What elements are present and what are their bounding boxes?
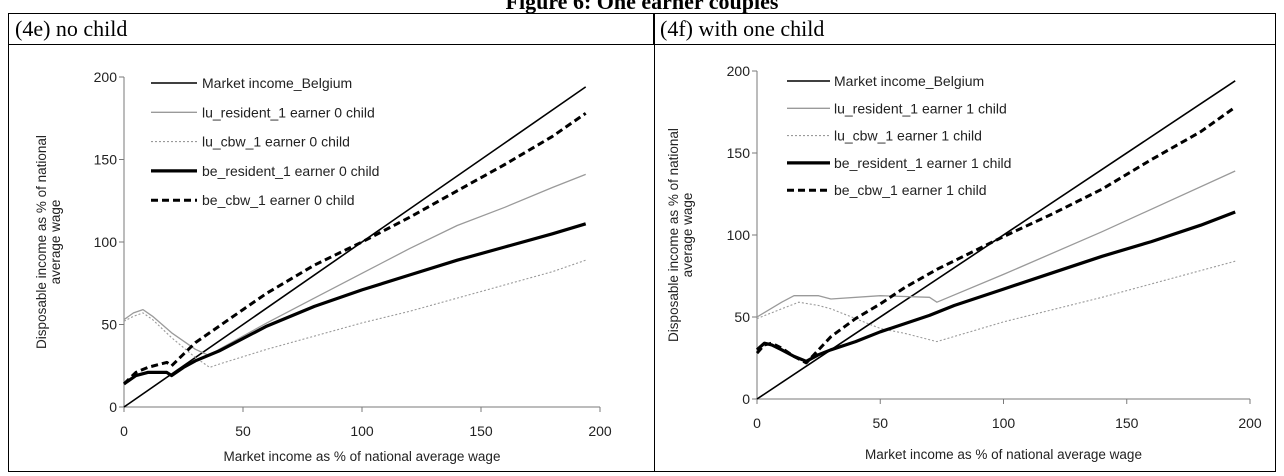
x-axis-title: Market income as % of national average w… <box>865 447 1142 462</box>
figure-title: Figure 6: One earner couples <box>505 0 779 14</box>
panel-header-right: (4f) with one child <box>654 14 1275 45</box>
legend-label: be_resident_1 earner 1 child <box>834 155 1011 171</box>
legend-label: Market income_Belgium <box>834 73 984 89</box>
legend-label: be_cbw_1 earner 0 child <box>202 192 355 208</box>
series-line <box>123 222 587 386</box>
y-tick-label: 0 <box>742 391 750 407</box>
x-tick-label: 100 <box>350 423 374 439</box>
x-tick-label: 50 <box>235 423 251 439</box>
y-tick-label: 150 <box>727 145 751 161</box>
legend-label: lu_cbw_1 earner 0 child <box>202 134 350 150</box>
x-tick-label: 150 <box>469 423 493 439</box>
y-tick-label: 100 <box>94 234 118 250</box>
chart-right: 0 50 100 150 200 0 50 100 150 200 Market income as… <box>666 63 1262 462</box>
series-line <box>123 86 587 408</box>
series-line <box>123 173 586 357</box>
y-tick-label: 50 <box>101 317 117 333</box>
x-tick-label: 200 <box>588 423 612 439</box>
legend-label: lu_resident_1 earner 0 child <box>202 104 375 120</box>
x-axis-title: Market income as % of national average w… <box>224 449 501 464</box>
y-tick-label: 100 <box>727 227 751 243</box>
series-line <box>756 260 1236 343</box>
y-tick-label: 50 <box>734 309 750 325</box>
y-axis-title-line: Disposable income as % of national <box>34 135 49 349</box>
legend-label: Market income_Belgium <box>202 75 352 91</box>
figure-frame <box>8 13 1276 472</box>
x-tick-label: 50 <box>872 415 888 431</box>
legend-label: be_cbw_1 earner 1 child <box>834 182 987 198</box>
y-tick-label: 200 <box>94 69 118 85</box>
y-tick-label: 0 <box>109 399 117 415</box>
panel-divider <box>654 14 655 471</box>
legend-label: lu_resident_1 earner 1 child <box>834 100 1007 116</box>
y-axis-title-line: average wage <box>48 200 63 285</box>
y-axis-title-line: Disposable income as % of national <box>666 128 681 342</box>
x-tick-label: 0 <box>753 415 761 431</box>
legend-label: lu_cbw_1 earner 1 child <box>834 128 982 144</box>
series-line <box>756 170 1236 318</box>
series-line <box>123 259 586 368</box>
x-tick-label: 200 <box>1238 415 1262 431</box>
x-tick-label: 0 <box>120 423 128 439</box>
series-line <box>755 210 1236 363</box>
y-tick-label: 200 <box>727 63 751 79</box>
series-line <box>755 105 1237 365</box>
panel-header-left: (4e) no child <box>9 14 654 45</box>
series-line <box>122 112 587 385</box>
y-axis-title-line: average wage <box>680 193 695 278</box>
chart-left: 0 50 100 150 200 0 50 100 150 200 Market income as… <box>34 69 612 464</box>
x-tick-label: 150 <box>1115 415 1139 431</box>
legend-label: be_resident_1 earner 0 child <box>202 163 379 179</box>
y-tick-label: 150 <box>94 152 118 168</box>
x-tick-label: 100 <box>992 415 1016 431</box>
